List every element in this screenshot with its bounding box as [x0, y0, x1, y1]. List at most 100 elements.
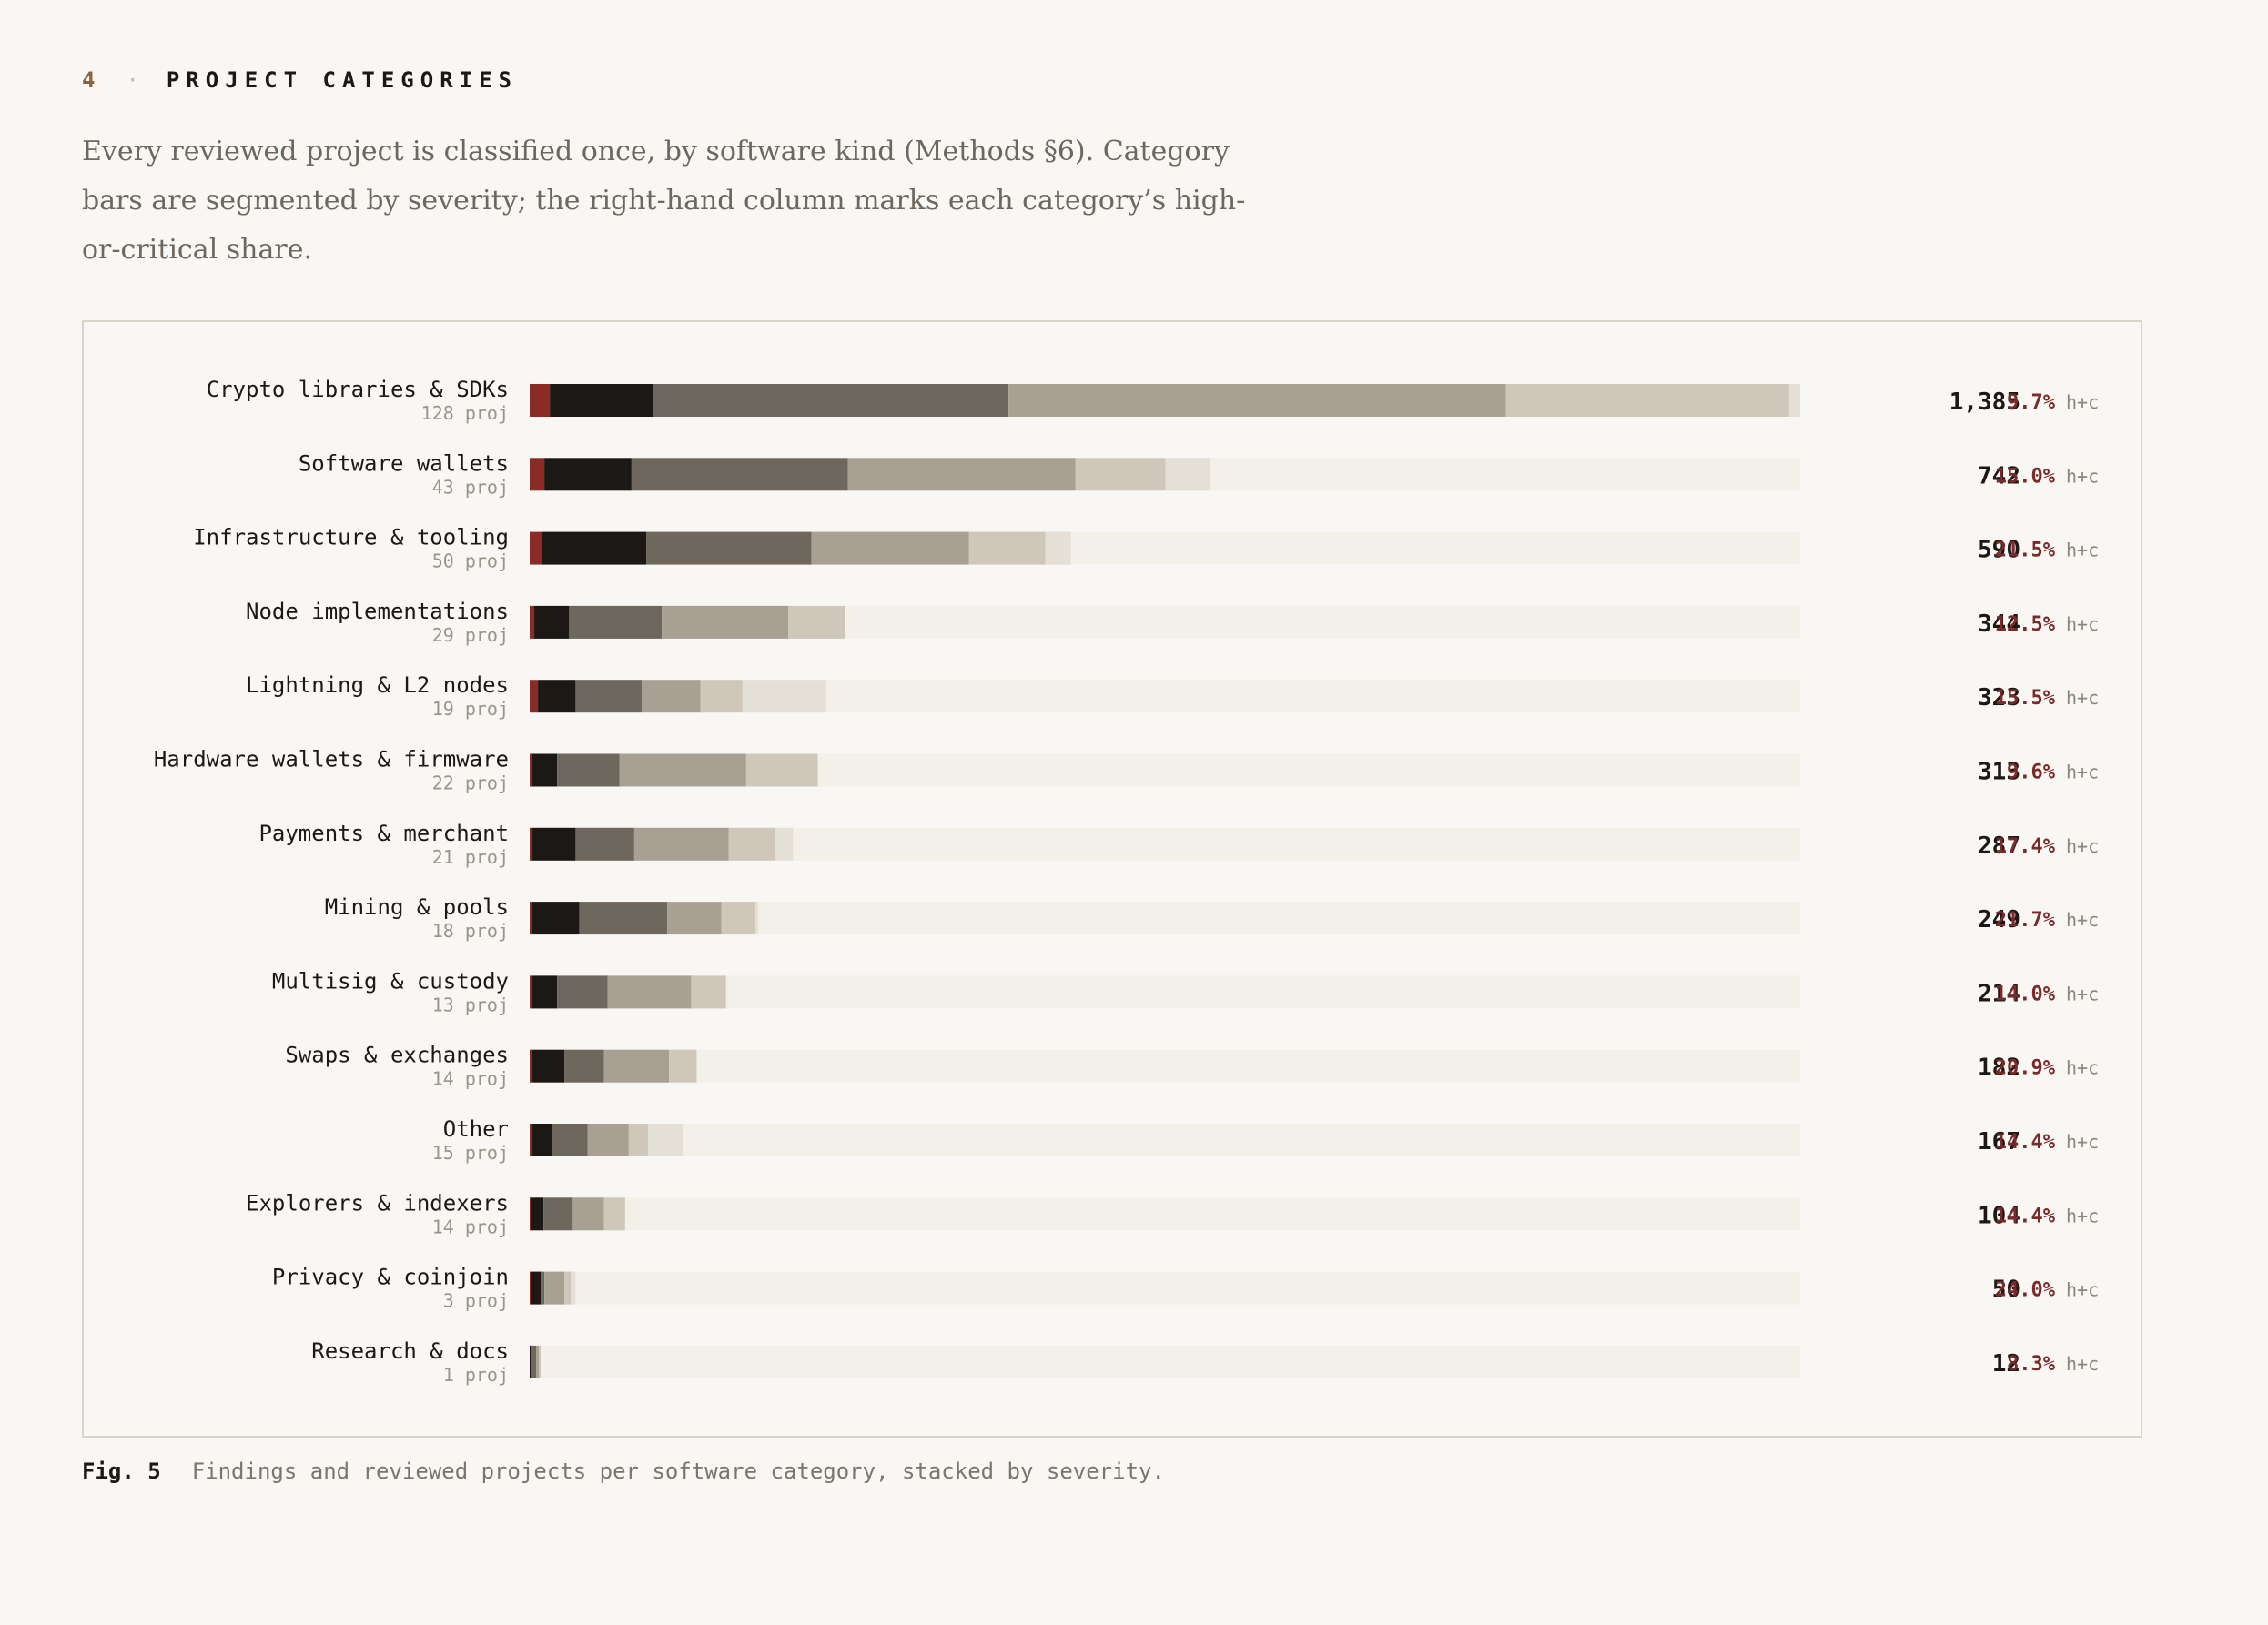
- bar-segment: [641, 680, 701, 713]
- total-findings-label: 104: [1978, 1202, 2020, 1229]
- high-critical-share-label: 14.0%: [1995, 983, 2056, 1005]
- bar-segment: [1075, 458, 1166, 491]
- bar-segment: [531, 1271, 542, 1305]
- figure-caption: Fig. 5 Findings and reviewed projects pe…: [82, 1458, 1165, 1484]
- bar-segment: [542, 531, 647, 565]
- total-findings-label: 313: [1978, 759, 2020, 786]
- bar-segment: [575, 680, 642, 713]
- project-count-label: 29 proj: [432, 624, 509, 646]
- high-critical-suffix: h+c: [2066, 540, 2099, 561]
- category-label: Multisig & custody: [272, 968, 509, 994]
- category-label: Payments & merchant: [258, 821, 509, 846]
- bar-segment: [847, 458, 1076, 491]
- bar-segment: [633, 827, 729, 861]
- bar-segment: [531, 1197, 544, 1231]
- high-critical-share-label: 20.9%: [1995, 1057, 2056, 1080]
- bar-track: [530, 1049, 1800, 1083]
- bar-segment: [587, 1124, 629, 1156]
- high-critical-suffix: h+c: [2066, 1279, 2099, 1301]
- bar-segment: [628, 1124, 649, 1156]
- bar-segment: [541, 1271, 545, 1305]
- bar-segment: [575, 827, 634, 861]
- bar-segment: [603, 1049, 670, 1083]
- bar-segment: [530, 384, 551, 417]
- lede-paragraph: Every reviewed project is classified onc…: [82, 136, 1246, 266]
- high-critical-suffix: h+c: [2066, 835, 2099, 857]
- project-count-label: 50 proj: [432, 550, 509, 572]
- bar-segment: [579, 902, 668, 935]
- bar-segment: [539, 1345, 542, 1378]
- project-count-label: 15 proj: [432, 1142, 509, 1164]
- total-findings-label: 182: [1978, 1055, 2020, 1082]
- bar-segment: [544, 458, 632, 491]
- bar-segment: [530, 1197, 532, 1231]
- high-critical-share-label: 12.5%: [1995, 613, 2056, 636]
- figure-label: Fig. 5: [82, 1458, 161, 1484]
- bar-segment: [552, 1124, 588, 1156]
- bar-track: [530, 1271, 1800, 1305]
- bar-segment: [530, 1124, 533, 1156]
- bar-segment: [968, 531, 1046, 565]
- bar-segment: [742, 680, 826, 713]
- high-critical-suffix: h+c: [2066, 1057, 2099, 1079]
- high-critical-suffix: h+c: [2066, 1353, 2099, 1375]
- project-count-label: 3 proj: [443, 1290, 509, 1312]
- total-findings-label: 344: [1978, 611, 2020, 638]
- project-count-label: 128 proj: [421, 402, 509, 424]
- bar-segment: [646, 531, 812, 565]
- bar-segment: [530, 975, 533, 1009]
- bar-segment: [607, 975, 692, 1009]
- bar-segment: [1788, 384, 1800, 417]
- total-findings-label: 742: [1978, 462, 2020, 490]
- bar-segment: [544, 1271, 565, 1305]
- bar-segment: [775, 827, 794, 861]
- high-critical-share-label: 15.0%: [1995, 465, 2056, 488]
- category-label: Research & docs: [311, 1338, 509, 1364]
- total-findings-label: 287: [1978, 833, 2020, 860]
- project-count-label: 43 proj: [432, 476, 509, 498]
- bar-segment: [532, 1124, 552, 1156]
- bar-segment: [530, 827, 533, 861]
- bar-segment: [1045, 531, 1071, 565]
- high-critical-share-label: 17.4%: [1995, 835, 2056, 858]
- project-count-label: 14 proj: [432, 1216, 509, 1237]
- bar-segment: [557, 753, 620, 787]
- high-critical-share-label: 21.7%: [1995, 909, 2056, 932]
- bar-segment: [530, 605, 535, 639]
- category-label: Node implementations: [246, 599, 509, 624]
- total-findings-label: 249: [1978, 906, 2020, 934]
- bar-segment: [648, 1124, 683, 1156]
- high-critical-share-label: 24.0%: [1995, 1279, 2056, 1302]
- category-label: Software wallets: [299, 450, 509, 476]
- bar-segment: [691, 975, 726, 1009]
- section-separator: ·: [126, 67, 139, 93]
- section-title: PROJECT CATEGORIES: [166, 67, 518, 93]
- category-label: Mining & pools: [325, 894, 509, 920]
- category-label: Swaps & exchanges: [285, 1043, 509, 1068]
- high-critical-share-label: 8.3%: [2007, 1353, 2056, 1376]
- bar-segment: [721, 902, 755, 935]
- high-critical-share-label: 21.5%: [1995, 540, 2056, 562]
- bar-segment: [530, 531, 542, 565]
- bar-segment: [534, 605, 570, 639]
- category-label: Lightning & L2 nodes: [246, 672, 509, 698]
- project-count-label: 13 proj: [432, 994, 509, 1015]
- figure-caption-text: Findings and reviewed projects per softw…: [191, 1458, 1165, 1484]
- category-label: Infrastructure & tooling: [193, 525, 509, 550]
- bar-segment: [531, 1345, 537, 1378]
- bar-segment: [538, 680, 576, 713]
- total-findings-label: 323: [1978, 684, 2020, 712]
- bar-segment: [530, 1271, 532, 1305]
- bar-segment: [532, 827, 576, 861]
- high-critical-share-label: 9.7%: [2007, 391, 2056, 414]
- bar-segment: [1505, 384, 1789, 417]
- bar-segment: [1008, 384, 1506, 417]
- total-findings-label: 214: [1978, 980, 2020, 1007]
- section-heading: 4 · PROJECT CATEGORIES: [82, 67, 518, 93]
- bar-segment: [564, 1271, 572, 1305]
- bar-segment: [569, 605, 663, 639]
- bar-segment: [550, 384, 653, 417]
- section-number: 4: [82, 67, 96, 93]
- category-label: Explorers & indexers: [246, 1190, 509, 1216]
- chart-frame: Crypto libraries & SDKs 128 proj 1,385 9.7%…: [82, 320, 2142, 1438]
